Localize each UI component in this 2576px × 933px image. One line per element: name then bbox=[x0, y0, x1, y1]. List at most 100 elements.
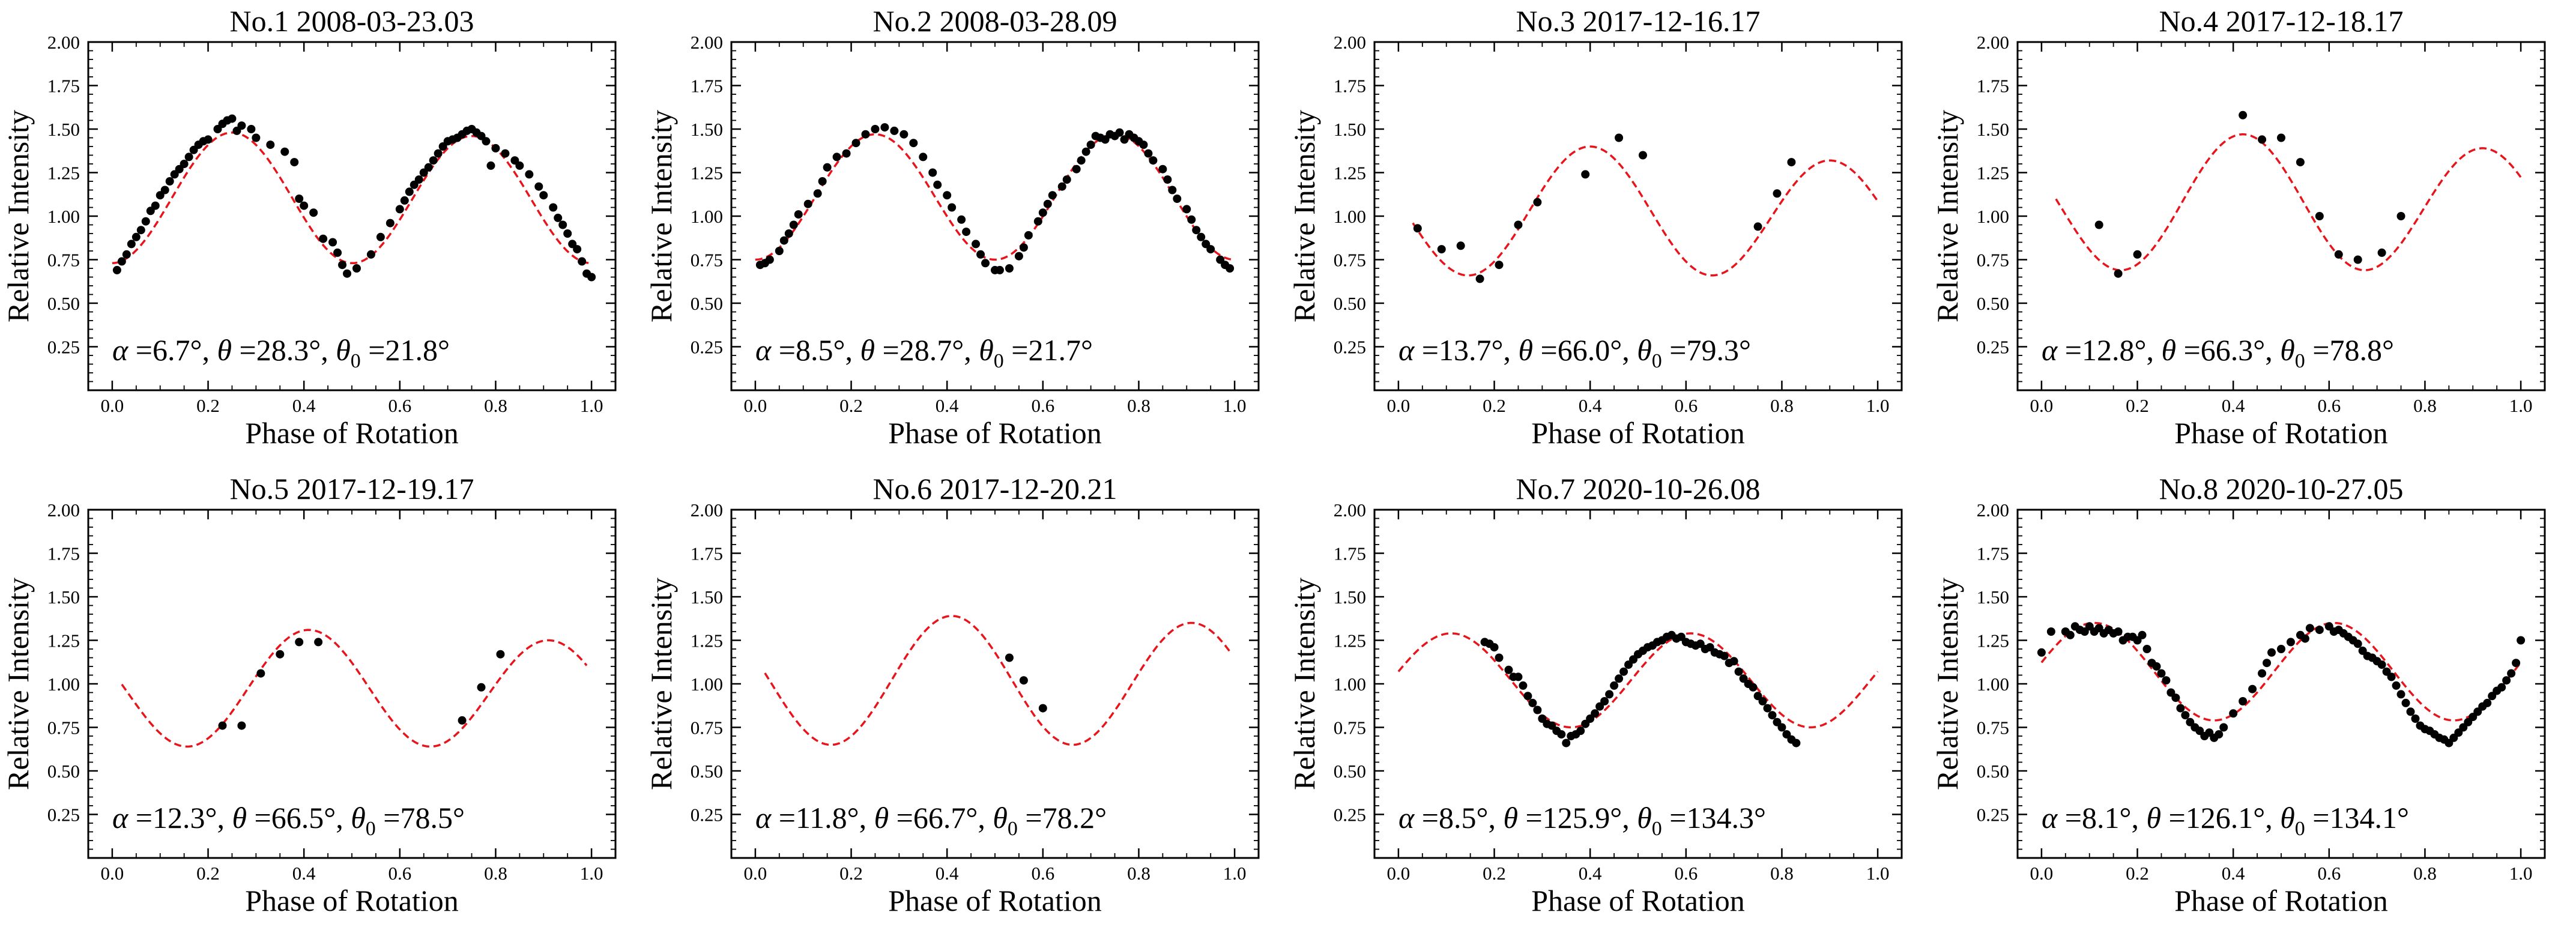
data-point bbox=[1158, 165, 1167, 174]
data-point bbox=[2483, 698, 2492, 707]
y-axis-label: Relative Intensity bbox=[1930, 110, 1964, 322]
data-point bbox=[132, 232, 141, 241]
y-tick-label: 0.75 bbox=[47, 717, 80, 738]
data-point bbox=[2502, 676, 2511, 685]
x-tick-label: 0.6 bbox=[2317, 395, 2341, 416]
y-axis-label: Relative Intensity bbox=[1, 578, 35, 790]
data-point bbox=[1768, 711, 1777, 720]
x-tick-label: 0.4 bbox=[936, 863, 959, 884]
data-point bbox=[1787, 158, 1796, 167]
y-tick-label: 1.75 bbox=[1977, 76, 2009, 97]
data-point bbox=[141, 217, 150, 226]
x-tick-label: 1.0 bbox=[1866, 395, 1890, 416]
y-tick-label: 2.00 bbox=[1977, 500, 2009, 521]
y-tick-label: 2.00 bbox=[1334, 32, 1366, 53]
data-point bbox=[338, 261, 347, 270]
data-point bbox=[2215, 730, 2224, 739]
y-tick-label: 0.25 bbox=[1334, 337, 1366, 358]
x-tick-label: 0.2 bbox=[196, 863, 220, 884]
y-tick-label: 2.00 bbox=[1334, 500, 1366, 521]
data-point bbox=[1729, 657, 1738, 666]
data-point bbox=[486, 161, 495, 170]
data-point bbox=[1495, 261, 1504, 270]
data-point bbox=[117, 257, 126, 266]
data-point bbox=[2497, 683, 2506, 692]
data-point bbox=[962, 228, 971, 237]
x-tick-label: 0.2 bbox=[839, 863, 863, 884]
data-point bbox=[558, 220, 567, 229]
data-point bbox=[1144, 149, 1153, 158]
data-point bbox=[765, 255, 774, 264]
data-point bbox=[1019, 243, 1028, 252]
data-point bbox=[2258, 669, 2267, 678]
data-point bbox=[995, 265, 1004, 274]
x-tick-label: 0.4 bbox=[292, 863, 316, 884]
data-point bbox=[779, 236, 788, 245]
fit-annotation: α =12.8°, θ =66.3°, θ0 =78.8° bbox=[2042, 333, 2394, 372]
data-point bbox=[909, 139, 918, 148]
y-tick-label: 0.50 bbox=[691, 293, 723, 314]
data-point bbox=[256, 669, 265, 678]
y-tick-label: 0.50 bbox=[1334, 293, 1366, 314]
data-point bbox=[2239, 697, 2248, 705]
x-tick-label: 0.2 bbox=[196, 395, 220, 416]
data-point bbox=[1615, 133, 1624, 142]
data-point bbox=[276, 650, 285, 659]
data-point bbox=[2517, 636, 2526, 645]
data-point bbox=[1720, 651, 1729, 660]
y-tick-label: 0.75 bbox=[1977, 250, 2009, 271]
data-point bbox=[328, 238, 337, 247]
data-point bbox=[818, 177, 827, 186]
x-tick-label: 0.6 bbox=[1674, 863, 1698, 884]
data-point bbox=[1038, 704, 1047, 713]
data-point bbox=[1749, 683, 1758, 692]
data-point bbox=[237, 121, 246, 130]
data-point bbox=[573, 245, 582, 254]
data-point bbox=[376, 232, 385, 241]
model-curve bbox=[112, 131, 592, 265]
fit-annotation: α =13.7°, θ =66.0°, θ0 =79.3° bbox=[1398, 333, 1751, 372]
data-point bbox=[496, 650, 505, 659]
model-curve bbox=[2055, 133, 2522, 271]
data-point bbox=[2334, 250, 2343, 259]
y-tick-label: 1.00 bbox=[691, 674, 723, 695]
model-curve bbox=[1397, 632, 1879, 729]
y-tick-label: 1.50 bbox=[1977, 587, 2009, 608]
data-point bbox=[184, 152, 193, 162]
data-point bbox=[501, 149, 510, 158]
data-point bbox=[578, 257, 587, 266]
data-point bbox=[563, 229, 572, 238]
data-point bbox=[890, 126, 899, 135]
data-point bbox=[933, 180, 942, 189]
chart-panel-2: No.2 2008-03-28.09 0.25 0.50 0.75 1.00 1.25 1.… bbox=[644, 4, 1260, 450]
data-point bbox=[861, 130, 870, 139]
data-point bbox=[366, 250, 375, 259]
y-tick-label: 0.25 bbox=[47, 805, 80, 826]
data-point bbox=[1792, 738, 1801, 747]
data-point bbox=[295, 195, 304, 203]
data-point bbox=[218, 721, 227, 730]
data-point bbox=[2181, 711, 2190, 720]
y-tick-label: 1.75 bbox=[1334, 76, 1366, 97]
data-point bbox=[2248, 684, 2257, 693]
y-tick-label: 1.50 bbox=[1977, 119, 2009, 140]
y-tick-label: 0.75 bbox=[1977, 717, 2009, 738]
data-point bbox=[525, 170, 534, 179]
data-point bbox=[2305, 624, 2314, 633]
data-point bbox=[165, 177, 174, 186]
y-axis-label: Relative Intensity bbox=[644, 578, 678, 790]
data-point bbox=[151, 201, 160, 210]
x-tick-label: 0.0 bbox=[744, 863, 767, 884]
data-point bbox=[775, 247, 784, 255]
y-tick-label: 2.00 bbox=[691, 500, 723, 521]
data-point bbox=[247, 125, 256, 133]
data-point bbox=[295, 638, 304, 647]
data-point bbox=[587, 273, 596, 282]
data-point bbox=[2296, 158, 2305, 167]
data-point bbox=[1057, 182, 1066, 191]
x-tick-label: 0.4 bbox=[292, 395, 316, 416]
data-point bbox=[424, 163, 433, 172]
data-point bbox=[1226, 264, 1235, 273]
data-point bbox=[2411, 714, 2420, 723]
y-tick-label: 1.50 bbox=[1334, 119, 1366, 140]
